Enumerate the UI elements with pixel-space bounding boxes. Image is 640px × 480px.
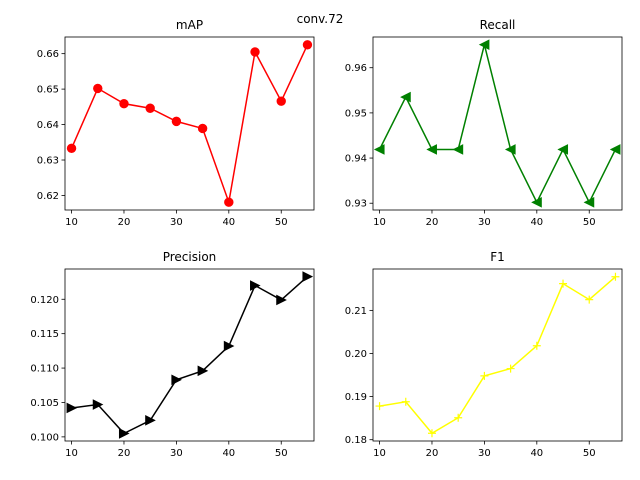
y-tick-label-precision: 0.110 [30,364,59,375]
data-point-recall [583,197,595,208]
subplot-f1: F1 10 20 30 40 50 0.18 0.19 0.20 0.21 [345,250,623,459]
x-tick-label-precision: 40 [222,448,235,459]
data-point-map [276,96,286,106]
y-tick-label-precision: 0.120 [30,295,59,306]
data-point-recall [531,197,542,208]
data-point-f1 [454,413,463,422]
x-tick-label-map: 50 [275,217,288,228]
data-point-precision [118,428,130,439]
figure-suptitle: conv.72 [297,12,344,26]
data-point-precision [250,280,261,291]
axes-frame-recall [372,36,623,211]
y-tick-label-f1: 0.20 [345,349,367,360]
data-point-recall [373,144,385,155]
data-point-map [145,103,155,113]
subplot-title-f1: F1 [490,250,505,264]
subplot-title-precision: Precision [163,250,217,264]
y-tick-label-map: 0.62 [37,191,59,202]
data-point-precision [145,415,156,426]
x-tick-label-recall: 10 [373,217,386,228]
data-point-f1 [506,364,515,373]
y-tick-label-map: 0.64 [37,120,59,131]
subplot-title-recall: Recall [480,18,516,32]
series-line-f1 [379,276,616,435]
y-tick-label-recall: 0.96 [345,63,367,74]
subplot-recall: Recall 10 20 30 40 50 0.93 0.94 0.95 0.96 [345,18,623,228]
data-point-precision [197,365,209,377]
x-tick-label-recall: 30 [478,217,491,228]
data-point-f1 [401,397,410,406]
data-point-f1 [427,429,436,438]
x-tick-label-precision: 10 [65,448,78,459]
x-tick-label-map: 30 [170,217,183,228]
data-point-recall [426,144,437,155]
data-point-map [302,40,313,50]
x-tick-label-precision: 20 [118,448,131,459]
data-point-precision [92,399,104,410]
data-point-precision [302,271,314,282]
subplot-map: mAP 10 20 30 40 50 0.62 0.63 0.64 0.65 0.66 [37,18,315,228]
y-tick-label-recall: 0.95 [345,108,367,119]
axes-frame-map [64,36,315,211]
x-tick-label-recall: 20 [426,217,439,228]
axes-frame-precision [64,268,315,442]
x-tick-label-map: 40 [222,217,235,228]
data-point-map [171,116,182,127]
data-point-map [119,98,129,109]
data-point-f1 [559,279,568,288]
data-point-f1 [532,341,541,350]
y-tick-label-precision: 0.100 [30,432,59,443]
data-point-recall [557,144,569,155]
data-point-recall [504,144,516,155]
y-tick-label-map: 0.65 [37,85,59,96]
series-line-recall [378,44,617,205]
y-tick-label-f1: 0.21 [345,306,367,317]
data-point-recall [400,91,411,103]
x-tick-label-f1: 50 [583,448,596,459]
data-point-precision [223,340,235,352]
data-point-recall [609,144,621,155]
x-tick-label-recall: 50 [583,217,596,228]
data-point-recall [478,39,490,50]
y-tick-label-recall: 0.93 [345,199,367,210]
series-line-precision [71,276,308,435]
y-tick-label-recall: 0.94 [345,154,367,165]
y-tick-label-map: 0.66 [37,49,59,60]
data-point-f1 [611,272,620,281]
y-tick-label-f1: 0.19 [345,392,367,403]
data-point-map [66,143,77,154]
x-tick-label-recall: 40 [530,217,543,228]
data-point-map [197,123,208,134]
y-tick-label-f1: 0.18 [345,435,367,446]
data-point-precision [66,402,78,414]
y-tick-label-map: 0.63 [37,156,59,167]
x-tick-label-map: 20 [118,217,131,228]
x-tick-label-f1: 40 [530,448,543,459]
subplot-precision: Precision 10 20 30 40 50 0.100 0.105 0.110 0.115 0… [30,250,315,459]
data-point-recall [452,144,464,155]
data-point-f1 [480,371,489,380]
data-point-f1 [585,295,594,304]
y-tick-label-precision: 0.115 [30,329,59,340]
data-point-f1 [375,402,384,411]
x-tick-label-f1: 20 [426,448,439,459]
data-point-map [93,83,103,94]
x-tick-label-f1: 30 [478,448,491,459]
x-tick-label-precision: 30 [170,448,183,459]
data-point-map [250,47,260,57]
subplots: mAP 10 20 30 40 50 0.62 0.63 0.64 0.65 0.66 Recall 1… [30,18,623,459]
data-point-map [224,197,234,207]
subplot-title-map: mAP [176,18,203,32]
x-tick-label-precision: 50 [275,448,288,459]
series-line-map [70,44,309,206]
data-point-precision [276,294,287,306]
axes-frame-f1 [372,268,623,442]
x-tick-label-f1: 10 [373,448,386,459]
data-point-precision [171,374,183,386]
y-tick-label-precision: 0.105 [30,398,59,409]
x-tick-label-map: 10 [65,217,78,228]
